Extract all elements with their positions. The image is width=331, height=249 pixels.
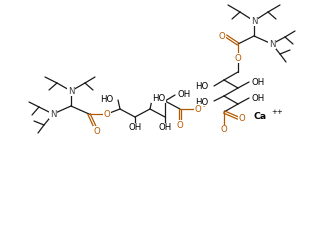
Text: HO: HO [195, 98, 208, 107]
Text: ++: ++ [271, 109, 283, 115]
Text: OH: OH [252, 77, 265, 86]
Text: OH: OH [178, 89, 191, 99]
Text: Ca: Ca [254, 112, 266, 121]
Text: HO: HO [195, 81, 208, 90]
Text: N: N [68, 86, 74, 96]
Text: N: N [50, 110, 56, 119]
Text: N: N [269, 40, 275, 49]
Text: O: O [177, 121, 183, 129]
Text: HO: HO [152, 94, 165, 103]
Text: OH: OH [158, 124, 172, 132]
Text: N: N [251, 16, 257, 25]
Text: O: O [239, 114, 245, 123]
Text: O: O [218, 32, 225, 41]
Text: O: O [221, 125, 227, 134]
Text: -: - [203, 103, 206, 109]
Text: OH: OH [128, 124, 142, 132]
Text: O: O [195, 105, 201, 114]
Text: HO: HO [100, 95, 113, 104]
Text: O: O [104, 110, 110, 119]
Text: OH: OH [252, 94, 265, 103]
Text: O: O [235, 54, 241, 62]
Text: O: O [94, 126, 100, 135]
